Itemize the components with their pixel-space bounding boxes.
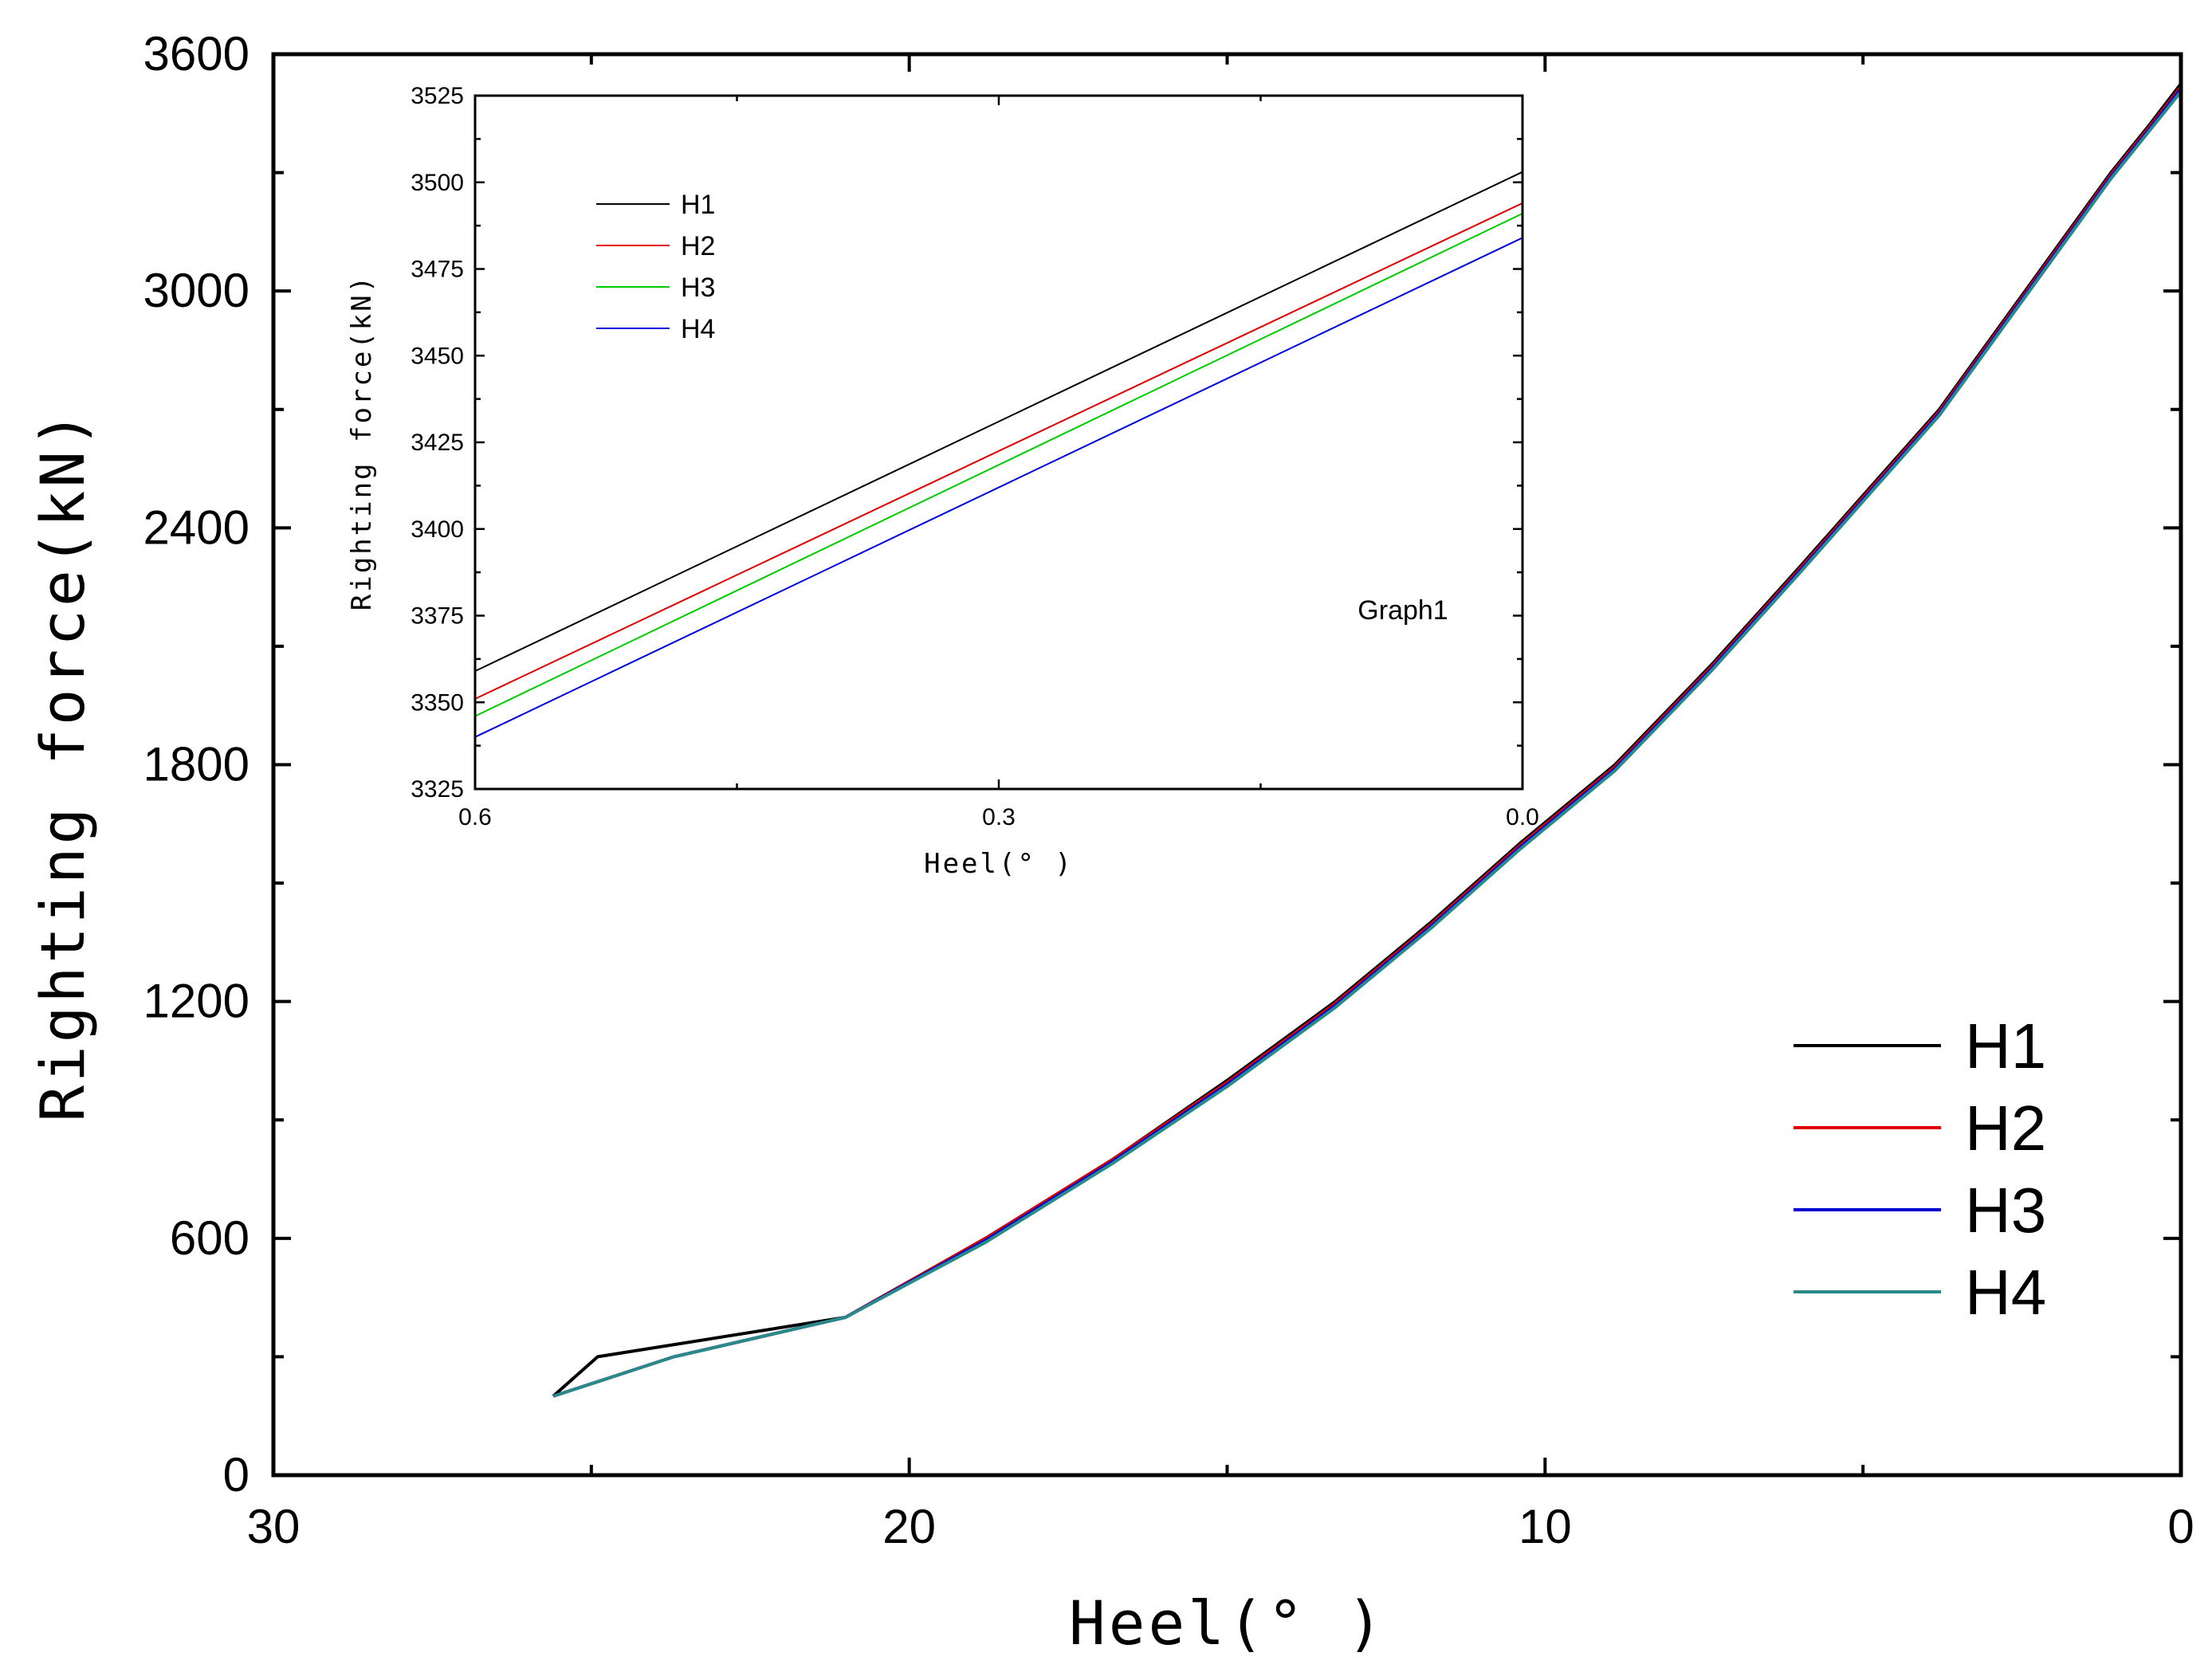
inset-x-tick-label: 0.0	[1506, 804, 1539, 830]
main-x-tick-label: 20	[882, 1500, 936, 1553]
inset-legend-label-h2: H2	[681, 231, 715, 261]
inset-chart: 0.6 0.3 0.0 3325 3350 3375 3400 3425 3450 3475 35…	[346, 83, 1539, 880]
main-x-tick-label: 10	[1519, 1500, 1572, 1553]
inset-series-line-h2	[474, 202, 1523, 700]
main-y-tick-label: 2400	[143, 500, 249, 554]
inset-y-tick-label: 3350	[411, 689, 464, 716]
inset-y-tick-label: 3500	[411, 170, 464, 196]
inset-y-tick-label: 3375	[411, 603, 464, 630]
main-x-tick-labels: 30 20 10 0	[247, 1500, 2194, 1553]
main-y-tick-label: 3000	[143, 264, 249, 317]
main-y-tick-labels: 0 600 1200 1800 2400 3000 3600	[143, 27, 249, 1501]
inset-y-tick-label: 3475	[411, 257, 464, 283]
main-legend: H1 H2 H3 H4	[1794, 1011, 2046, 1328]
main-y-axis-title: Righting force(kN)	[27, 408, 98, 1122]
inset-y-tick-labels: 3325 3350 3375 3400 3425 3450 3475 3500 3525	[411, 83, 464, 803]
inset-x-tick-label: 0.6	[458, 804, 492, 830]
main-x-tick-label: 30	[247, 1500, 301, 1553]
main-chart: 30 20 10 0 0 600 1200 1800 2400 3000 3600 Heel(° …	[27, 27, 2194, 1658]
inset-y-tick-label: 3400	[411, 516, 464, 543]
inset-background	[475, 96, 1522, 789]
inset-x-tick-label: 0.3	[982, 804, 1016, 830]
main-series-group	[552, 82, 2183, 1398]
inset-series-group	[474, 171, 1523, 738]
inset-series-line-h3	[474, 212, 1523, 717]
inset-y-axis-title: Righting force(kN)	[346, 274, 378, 610]
inset-y-tick-label: 3325	[411, 776, 464, 803]
main-series-line-h4	[552, 90, 2183, 1398]
inset-legend-label-h3: H3	[681, 273, 715, 303]
main-y-tick-label: 600	[170, 1211, 249, 1265]
inset-legend-label-h1: H1	[681, 190, 715, 220]
main-y-tick-label: 1200	[143, 975, 249, 1028]
inset-x-axis-title: Heel(° )	[924, 848, 1074, 880]
inset-y-tick-label: 3425	[411, 430, 464, 456]
main-legend-label-h3: H3	[1965, 1175, 2046, 1246]
inset-legend: H1 H2 H3 H4	[596, 190, 715, 344]
main-x-axis-title: Heel(° )	[1069, 1588, 1386, 1658]
inset-series-line-h1	[474, 171, 1523, 673]
inset-series-line-h4	[474, 237, 1523, 738]
main-legend-label-h2: H2	[1965, 1093, 2046, 1164]
main-legend-label-h1: H1	[1965, 1011, 2046, 1081]
main-legend-label-h4: H4	[1965, 1257, 2046, 1328]
main-tick-marks	[272, 53, 2183, 1477]
inset-annotation: Graph1	[1357, 595, 1448, 626]
main-y-tick-label: 1800	[143, 738, 249, 791]
main-y-tick-label: 3600	[143, 27, 249, 80]
main-y-tick-label: 0	[223, 1448, 249, 1501]
inset-y-tick-label: 3450	[411, 343, 464, 369]
main-x-tick-label: 0	[2167, 1500, 2194, 1553]
inset-tick-marks	[473, 94, 1524, 791]
inset-legend-label-h4: H4	[681, 314, 715, 344]
inset-x-tick-labels: 0.6 0.3 0.0	[458, 804, 1539, 830]
inset-y-tick-label: 3525	[411, 83, 464, 109]
